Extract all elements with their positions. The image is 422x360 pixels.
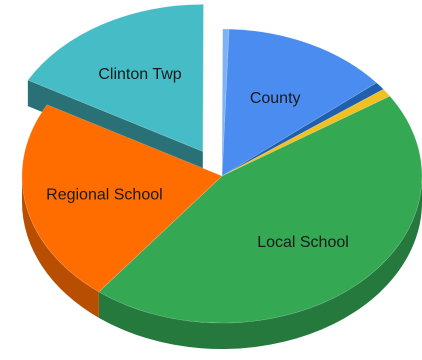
pie-tops [21,4,422,324]
slice-1 [221,82,384,177]
slice-label-local-school: Local School [257,234,349,251]
slice-2 [221,88,391,177]
slice-side-4 [22,176,99,318]
slice-label-county: County [250,90,301,107]
slice-clinton-twp [27,4,204,152]
slice-label-clinton-twp: Clinton Twp [98,66,181,83]
slice-label-regional-school: Regional School [46,187,163,204]
pie-labels: County Local School Regional School Clinton… [46,66,349,251]
slice-local-school [98,95,422,324]
slice-6 [221,28,230,177]
slice-side-3 [98,176,422,350]
slice-regional-school [21,104,223,293]
slice-county [221,28,378,177]
slice-cut-wall-5-1 [202,4,204,178]
